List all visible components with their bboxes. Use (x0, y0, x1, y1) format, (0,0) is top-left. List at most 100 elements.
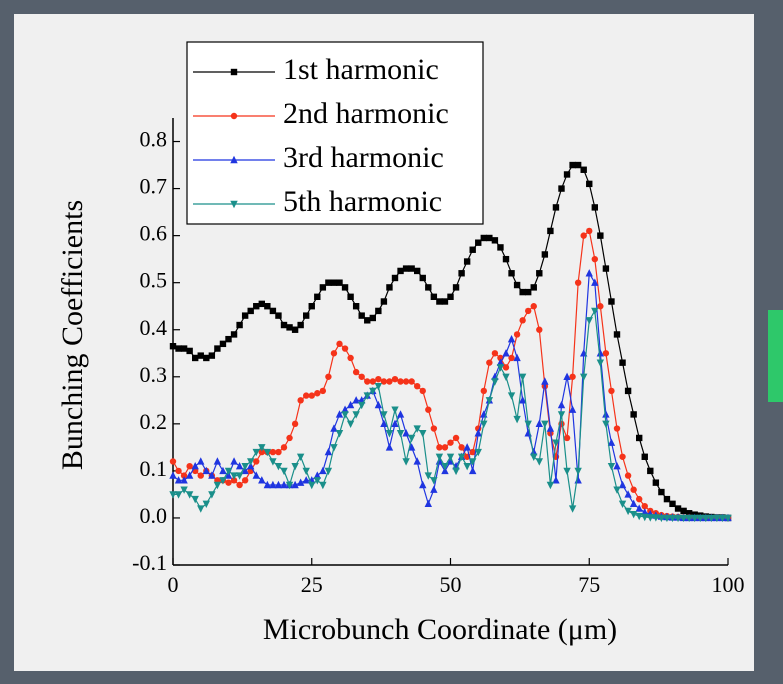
marker (629, 499, 638, 508)
marker (524, 420, 532, 429)
x-tick-label: 25 (301, 572, 323, 597)
marker (208, 491, 216, 499)
marker (541, 377, 549, 385)
marker (241, 312, 249, 319)
marker (391, 274, 399, 282)
marker (624, 387, 632, 395)
marker (619, 453, 626, 460)
marker (319, 481, 327, 490)
marker (180, 486, 188, 494)
marker (308, 481, 316, 490)
marker (380, 378, 388, 385)
marker (352, 368, 360, 376)
marker (358, 312, 365, 319)
marker (214, 345, 221, 352)
marker (441, 462, 449, 471)
marker (253, 458, 260, 465)
y-tick-label: 0.1 (140, 456, 168, 481)
marker (580, 373, 588, 381)
marker (380, 298, 388, 305)
marker (619, 359, 626, 366)
marker (330, 350, 338, 357)
marker (391, 419, 399, 428)
marker (247, 307, 254, 315)
marker (546, 424, 555, 432)
marker (513, 331, 521, 338)
marker (552, 439, 560, 447)
marker (585, 317, 593, 325)
marker (658, 488, 665, 496)
marker (568, 405, 577, 413)
marker (263, 480, 272, 489)
marker (480, 234, 487, 242)
marker (552, 204, 560, 211)
marker (480, 420, 488, 429)
marker (313, 471, 321, 479)
marker (618, 500, 627, 509)
marker (402, 378, 410, 385)
marker (679, 514, 688, 523)
marker (691, 514, 699, 523)
marker (175, 345, 182, 352)
marker (324, 447, 333, 456)
marker (530, 284, 537, 291)
marker (447, 439, 454, 446)
marker (419, 387, 426, 395)
marker (546, 481, 555, 490)
marker (491, 237, 499, 244)
marker (608, 387, 615, 395)
marker (425, 406, 432, 413)
marker (641, 508, 649, 516)
marker (474, 448, 482, 457)
marker (718, 514, 727, 523)
marker (613, 461, 621, 470)
marker (652, 514, 660, 522)
marker (663, 514, 671, 523)
marker (652, 479, 660, 486)
marker (513, 415, 521, 424)
marker (397, 378, 404, 385)
marker (613, 331, 621, 338)
marker (219, 340, 227, 348)
marker (341, 284, 349, 291)
marker (347, 293, 354, 300)
marker (535, 419, 543, 428)
marker (192, 354, 199, 362)
marker (569, 161, 576, 169)
marker (219, 466, 227, 475)
marker (597, 303, 604, 310)
marker (274, 462, 283, 471)
marker (430, 425, 438, 432)
marker (607, 438, 616, 446)
marker (635, 504, 643, 512)
marker (369, 387, 377, 396)
marker (269, 307, 277, 315)
marker (408, 265, 415, 272)
marker (253, 303, 260, 310)
marker (380, 411, 388, 419)
marker (502, 349, 510, 357)
marker (419, 274, 426, 282)
marker (602, 350, 610, 357)
marker (291, 480, 299, 489)
marker (286, 324, 293, 331)
marker (352, 396, 360, 404)
marker (680, 507, 687, 515)
marker (541, 251, 549, 258)
marker (563, 372, 571, 380)
marker (364, 317, 371, 324)
marker (563, 467, 571, 476)
marker (308, 392, 315, 399)
marker (330, 279, 338, 286)
marker (618, 480, 627, 489)
marker (386, 378, 393, 385)
marker (335, 430, 344, 438)
marker (402, 429, 410, 437)
marker (486, 234, 493, 242)
marker (452, 434, 460, 442)
marker (197, 505, 205, 513)
marker (596, 359, 605, 367)
marker (657, 514, 666, 523)
marker (547, 227, 554, 235)
